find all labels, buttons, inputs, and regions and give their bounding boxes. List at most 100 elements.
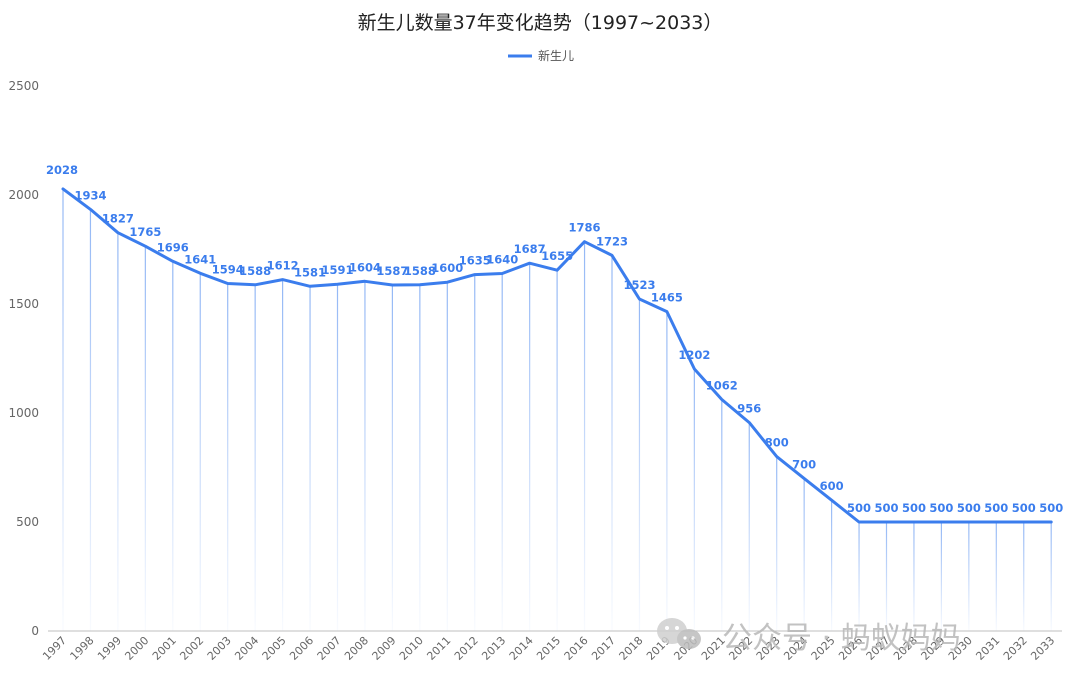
drop-line (62, 188, 64, 631)
drop-line (1050, 522, 1052, 631)
drop-line (391, 285, 393, 631)
drop-line (803, 478, 805, 631)
data-label: 500 (902, 501, 926, 515)
x-tick-label: 2002 (177, 634, 206, 663)
y-axis: 0 500 1000 1500 2000 2500 (8, 79, 39, 638)
x-tick-label: 2000 (122, 634, 151, 663)
data-label: 1640 (486, 252, 518, 266)
drop-line (721, 399, 723, 631)
data-label: 1594 (212, 263, 244, 277)
data-labels: 2028193418271765169616411594158816121581… (46, 163, 1063, 515)
drop-line (227, 283, 229, 631)
x-tick-label: 2018 (617, 634, 646, 663)
data-label: 1655 (541, 249, 573, 263)
y-tick-label: 1500 (8, 297, 39, 311)
drop-line (776, 456, 778, 631)
drop-line (89, 209, 92, 631)
drop-line (556, 270, 558, 631)
data-label: 1587 (376, 264, 408, 278)
data-label: 500 (984, 501, 1008, 515)
x-tick-label: 2014 (507, 634, 536, 663)
data-label: 1604 (349, 260, 381, 274)
data-label: 500 (874, 501, 898, 515)
data-label: 1581 (294, 265, 326, 279)
data-label: 1786 (569, 221, 601, 235)
x-tick-label: 2003 (205, 634, 234, 663)
data-label: 800 (765, 436, 789, 450)
data-label: 1523 (623, 278, 655, 292)
data-label: 1765 (129, 225, 161, 239)
x-tick-label: 2005 (260, 634, 289, 663)
drop-line (529, 263, 531, 631)
drop-line (501, 273, 503, 631)
data-label: 1934 (74, 188, 106, 202)
data-label: 1591 (321, 263, 353, 277)
data-label: 1062 (706, 378, 738, 392)
data-label: 1588 (239, 264, 271, 278)
drop-line (995, 522, 997, 631)
drop-line (885, 522, 888, 631)
data-label: 1465 (651, 291, 683, 305)
x-tick-label: 2031 (973, 634, 1002, 663)
series-line-group (61, 187, 1053, 524)
data-label: 956 (737, 402, 761, 416)
y-tick-label: 1000 (8, 406, 39, 420)
drop-line (940, 522, 942, 631)
drop-lines (62, 188, 1052, 632)
drop-line (1023, 522, 1025, 631)
data-label: 500 (847, 501, 871, 515)
data-label: 700 (792, 457, 816, 471)
x-tick-label: 2032 (1001, 634, 1030, 663)
drop-line (748, 422, 750, 631)
x-tick-label: 1999 (95, 634, 124, 663)
x-tick-label: 2004 (232, 634, 261, 663)
data-label: 1202 (678, 348, 710, 362)
drop-line (446, 282, 448, 631)
data-label: 2028 (46, 163, 78, 177)
y-tick-label: 2000 (8, 188, 39, 202)
drop-line (364, 281, 366, 631)
drop-line (309, 286, 311, 631)
x-tick-label: 2012 (452, 634, 481, 663)
data-label: 1827 (102, 212, 134, 226)
x-tick-label: 1997 (40, 634, 69, 663)
x-tick-label: 2033 (1028, 634, 1057, 663)
y-tick-label: 2500 (8, 79, 39, 93)
x-tick-label: 2013 (479, 634, 508, 663)
x-tick-label: 1998 (68, 634, 97, 663)
legend[interactable]: 新生儿 (508, 48, 574, 63)
data-label: 1635 (459, 254, 491, 268)
drop-line (638, 298, 641, 631)
drop-line (968, 522, 970, 631)
data-label: 1600 (431, 261, 463, 275)
data-label: 500 (1039, 501, 1063, 515)
x-tick-label: 2009 (370, 634, 399, 663)
legend-label: 新生儿 (538, 48, 574, 63)
drop-line (666, 311, 668, 631)
drop-line (858, 522, 860, 631)
data-label: 1641 (184, 252, 216, 266)
drop-line (419, 284, 421, 631)
data-label: 600 (820, 479, 844, 493)
x-tick-label: 2008 (342, 634, 371, 663)
data-label: 500 (1012, 501, 1036, 515)
drop-line (611, 255, 613, 632)
y-tick-label: 500 (16, 515, 39, 529)
data-label: 1588 (404, 264, 436, 278)
drop-line (172, 261, 174, 631)
data-label: 1696 (157, 240, 189, 254)
drop-line (144, 246, 146, 632)
x-tick-label: 2011 (424, 634, 453, 663)
series-line-xinshenger (61, 187, 1053, 524)
y-tick-label: 0 (31, 624, 39, 638)
x-tick-label: 2016 (562, 634, 591, 663)
drop-line (913, 522, 915, 631)
drop-line (583, 241, 586, 632)
data-label: 1723 (596, 234, 628, 248)
drop-line (282, 279, 284, 631)
data-label: 1612 (267, 259, 299, 273)
data-label: 500 (957, 501, 981, 515)
data-label: 500 (929, 501, 953, 515)
x-tick-label: 2010 (397, 634, 426, 663)
